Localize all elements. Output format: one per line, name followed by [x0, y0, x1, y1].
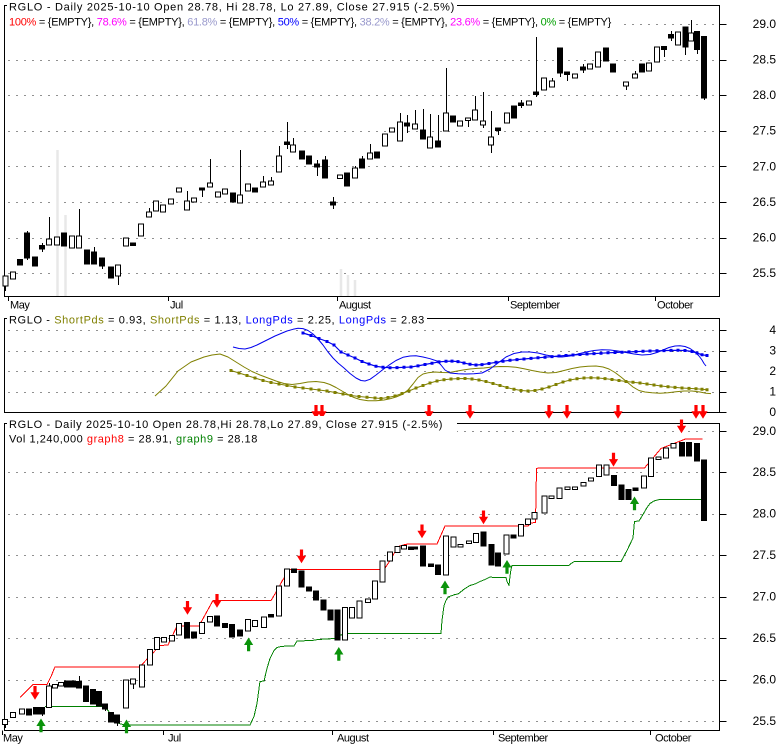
- svg-text:26.5: 26.5: [753, 631, 777, 645]
- svg-text:RGLO - Daily 2025-10-10 Open 2: RGLO - Daily 2025-10-10 Open 28.78, Hi 2…: [9, 2, 455, 14]
- svg-text:May: May: [10, 300, 30, 312]
- svg-text:October: October: [655, 733, 692, 745]
- svg-text:1: 1: [769, 385, 776, 399]
- svg-text:25.5: 25.5: [753, 714, 777, 728]
- svg-text:Vol 1,240,000 graph8 = 28.91,: Vol 1,240,000 graph8 = 28.91, graph9 = 2…: [9, 434, 258, 446]
- svg-text:26.0: 26.0: [753, 672, 777, 686]
- svg-text:27.5: 27.5: [753, 548, 777, 562]
- svg-text:August: August: [337, 733, 369, 745]
- svg-text:4: 4: [769, 323, 776, 337]
- svg-text:28.0: 28.0: [753, 507, 777, 521]
- svg-text:28.5: 28.5: [753, 52, 777, 66]
- svg-text:Jul: Jul: [170, 300, 183, 312]
- svg-text:3: 3: [769, 344, 776, 358]
- svg-text:RGLO - ShortPds = 0.93, ShortP: RGLO - ShortPds = 0.93, ShortPds = 1.13,…: [9, 315, 425, 327]
- svg-text:2: 2: [769, 364, 776, 378]
- svg-text:May: May: [3, 733, 23, 745]
- svg-text:27.0: 27.0: [753, 159, 777, 173]
- svg-text:RGLO - Daily 2025-10-10 Open 2: RGLO - Daily 2025-10-10 Open 28.78,Hi 28…: [9, 419, 443, 431]
- svg-text:28.0: 28.0: [753, 88, 777, 102]
- svg-text:100% = {EMPTY}, 78.6% = {EMPTY: 100% = {EMPTY}, 78.6% = {EMPTY}, 61.8% =…: [9, 17, 612, 29]
- svg-text:26.0: 26.0: [753, 231, 777, 245]
- svg-text:October: October: [657, 300, 694, 312]
- svg-text:29.0: 29.0: [753, 424, 777, 438]
- svg-text:September: September: [498, 733, 549, 745]
- svg-text:September: September: [510, 300, 561, 312]
- svg-text:0: 0: [769, 405, 776, 419]
- svg-text:27.0: 27.0: [753, 590, 777, 604]
- svg-text:25.5: 25.5: [753, 266, 777, 280]
- svg-text:Jul: Jul: [168, 733, 181, 745]
- svg-text:29.0: 29.0: [753, 17, 777, 31]
- svg-text:August: August: [339, 300, 371, 312]
- svg-text:26.5: 26.5: [753, 195, 777, 209]
- svg-text:27.5: 27.5: [753, 124, 777, 138]
- svg-text:28.5: 28.5: [753, 465, 777, 479]
